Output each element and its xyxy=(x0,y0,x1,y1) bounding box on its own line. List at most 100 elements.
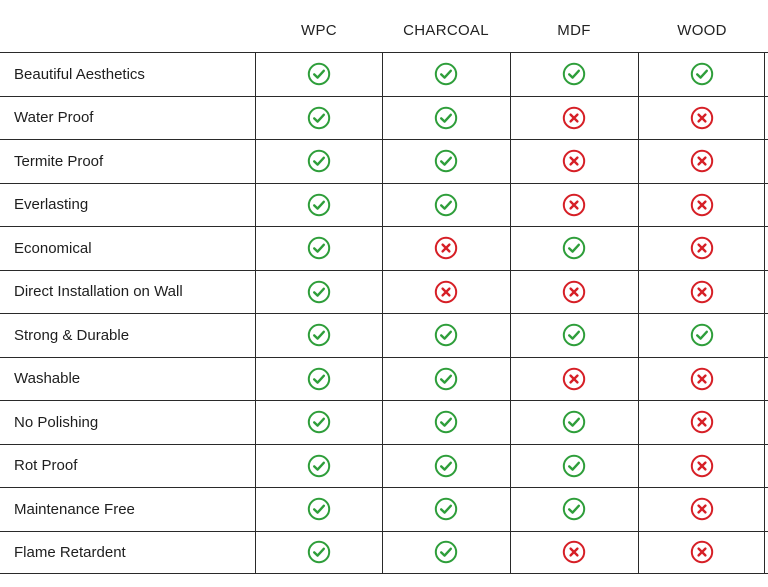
feature-label: Economical xyxy=(14,239,92,257)
table-cell-wpc xyxy=(255,488,382,531)
table-cell-wood xyxy=(638,270,765,313)
check-circle-icon xyxy=(307,237,331,260)
table-cell-mdf xyxy=(510,314,637,357)
check-circle-icon xyxy=(434,106,458,129)
table-cell-wpc xyxy=(255,140,382,183)
check-circle-icon xyxy=(690,63,713,86)
cross-circle-icon xyxy=(434,237,458,260)
check-circle-icon xyxy=(562,454,586,477)
feature-label: Everlasting xyxy=(14,196,89,214)
table-cell-wpc xyxy=(255,314,382,357)
cross-circle-icon xyxy=(562,150,586,173)
comparison-table: Beautiful Aesthetics Water Proof Termite P… xyxy=(0,52,768,574)
table-header: WPC CHARCOAL MDF WOOD xyxy=(0,0,768,52)
table-cell-wood xyxy=(638,488,765,531)
cross-circle-icon xyxy=(434,280,458,303)
table-cell-mdf xyxy=(510,140,637,183)
cross-circle-icon xyxy=(562,541,586,564)
table-cell-wood xyxy=(638,96,765,139)
check-circle-icon xyxy=(434,150,458,173)
table-cell-mdf xyxy=(510,227,637,270)
table-row: Washable xyxy=(0,356,768,400)
feature-label: Water Proof xyxy=(14,109,94,127)
check-circle-icon xyxy=(307,454,331,477)
column-header-mdf: MDF xyxy=(557,22,591,39)
check-circle-icon xyxy=(690,324,713,347)
check-circle-icon xyxy=(307,411,331,434)
table-cell-wood xyxy=(638,401,765,444)
table-cell-charcoal xyxy=(382,183,509,226)
check-circle-icon xyxy=(434,193,458,216)
table-cell-mdf xyxy=(510,270,637,313)
table-cell-wpc xyxy=(255,531,382,573)
table-cell-mdf xyxy=(510,488,637,531)
table-cell-wpc xyxy=(255,401,382,444)
check-circle-icon xyxy=(307,63,331,86)
table-cell-wpc xyxy=(255,53,382,96)
check-circle-icon xyxy=(562,324,586,347)
check-circle-icon xyxy=(562,411,586,434)
cross-circle-icon xyxy=(562,367,586,390)
table-cell-wood xyxy=(638,444,765,487)
table-cell-charcoal xyxy=(382,357,509,400)
check-circle-icon xyxy=(434,63,458,86)
cross-circle-icon xyxy=(690,106,713,129)
feature-label: Rot Proof xyxy=(14,457,78,475)
cross-circle-icon xyxy=(562,106,586,129)
feature-label: Strong & Durable xyxy=(14,326,130,344)
table-cell-charcoal xyxy=(382,401,509,444)
table-cell-mdf xyxy=(510,357,637,400)
table-row: Rot Proof xyxy=(0,443,768,487)
table-row: Water Proof xyxy=(0,95,768,139)
cross-circle-icon xyxy=(562,280,586,303)
table-row: Beautiful Aesthetics xyxy=(0,52,768,96)
table-cell-wood xyxy=(638,227,765,270)
table-row: Economical xyxy=(0,226,768,270)
feature-label: No Polishing xyxy=(14,413,99,431)
table-cell-wpc xyxy=(255,96,382,139)
table-cell-wood xyxy=(638,183,765,226)
check-circle-icon xyxy=(307,498,331,521)
check-circle-icon xyxy=(307,150,331,173)
feature-label: Washable xyxy=(14,370,81,388)
table-cell-wood xyxy=(638,53,765,96)
table-row: Flame Retardent xyxy=(0,530,768,574)
cross-circle-icon xyxy=(690,150,713,173)
cross-circle-icon xyxy=(690,454,713,477)
table-cell-charcoal xyxy=(382,53,509,96)
feature-label: Maintenance Free xyxy=(14,500,135,518)
check-circle-icon xyxy=(434,541,458,564)
cross-circle-icon xyxy=(690,541,713,564)
table-cell-mdf xyxy=(510,444,637,487)
cross-circle-icon xyxy=(690,367,713,390)
feature-label: Flame Retardent xyxy=(14,543,126,561)
table-cell-mdf xyxy=(510,53,637,96)
check-circle-icon xyxy=(434,454,458,477)
check-circle-icon xyxy=(434,498,458,521)
table-cell-charcoal xyxy=(382,227,509,270)
check-circle-icon xyxy=(307,280,331,303)
check-circle-icon xyxy=(562,237,586,260)
cross-circle-icon xyxy=(690,193,713,216)
feature-label: Beautiful Aesthetics xyxy=(14,65,145,83)
table-cell-charcoal xyxy=(382,488,509,531)
table-row: Termite Proof xyxy=(0,139,768,183)
table-cell-mdf xyxy=(510,531,637,573)
table-row: No Polishing xyxy=(0,400,768,444)
cross-circle-icon xyxy=(562,193,586,216)
table-cell-charcoal xyxy=(382,270,509,313)
table-cell-charcoal xyxy=(382,444,509,487)
cross-circle-icon xyxy=(690,498,713,521)
check-circle-icon xyxy=(434,367,458,390)
table-cell-charcoal xyxy=(382,140,509,183)
check-circle-icon xyxy=(434,324,458,347)
check-circle-icon xyxy=(307,367,331,390)
table-cell-wood xyxy=(638,314,765,357)
table-cell-charcoal xyxy=(382,314,509,357)
column-header-wpc: WPC xyxy=(301,22,337,39)
column-header-wood: WOOD xyxy=(677,22,727,39)
table-cell-wood xyxy=(638,357,765,400)
check-circle-icon xyxy=(307,193,331,216)
table-cell-wood xyxy=(638,140,765,183)
table-row: Direct Installation on Wall xyxy=(0,269,768,313)
